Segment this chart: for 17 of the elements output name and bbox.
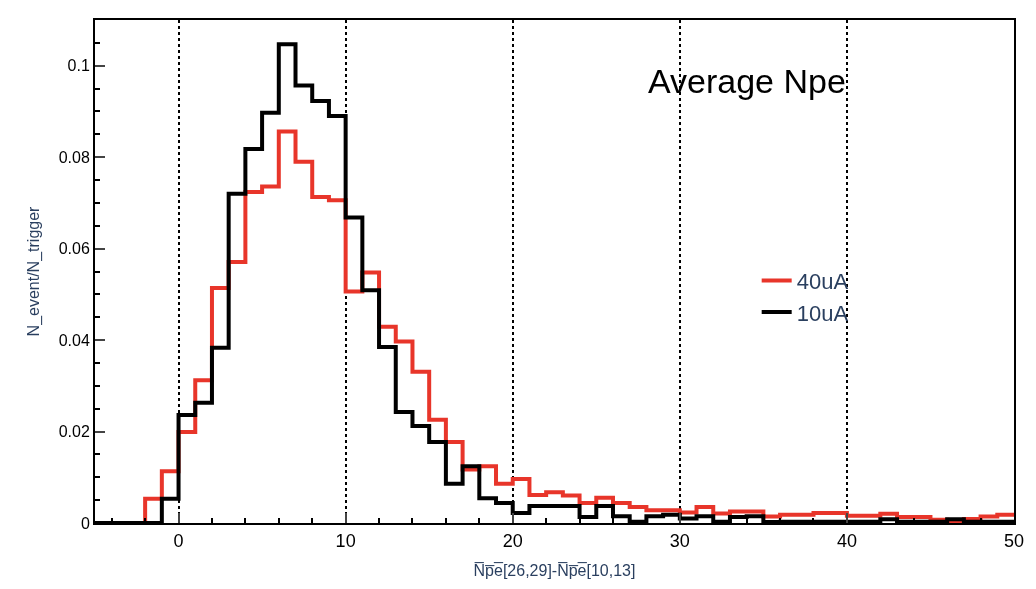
x-tick-label: 40 [836,530,857,551]
x-tick-label: 10 [335,530,356,551]
x-axis-title: N̅p̅e̅[26,29]-N̅p̅e̅[10,13] [473,561,636,579]
legend-label: 10uA [796,300,849,326]
y-tick-label: 0.02 [58,423,90,441]
y-tick-label: 0.04 [58,331,90,349]
annotation: Average Npe [648,62,846,100]
y-tick-label: 0 [80,514,90,532]
x-tick-label: 30 [669,530,690,551]
x-tick-label: 0 [173,530,184,551]
y-tick-label: 0.06 [58,240,90,258]
x-tick-label: 20 [502,530,523,551]
y-axis-title: N_event/N_trigger [25,205,44,337]
legend-label: 40uA [796,269,849,295]
y-tick-label: 0.08 [58,148,90,166]
y-tick-label: 0.1 [67,57,90,75]
x-tick-label: 50 [1003,530,1025,551]
